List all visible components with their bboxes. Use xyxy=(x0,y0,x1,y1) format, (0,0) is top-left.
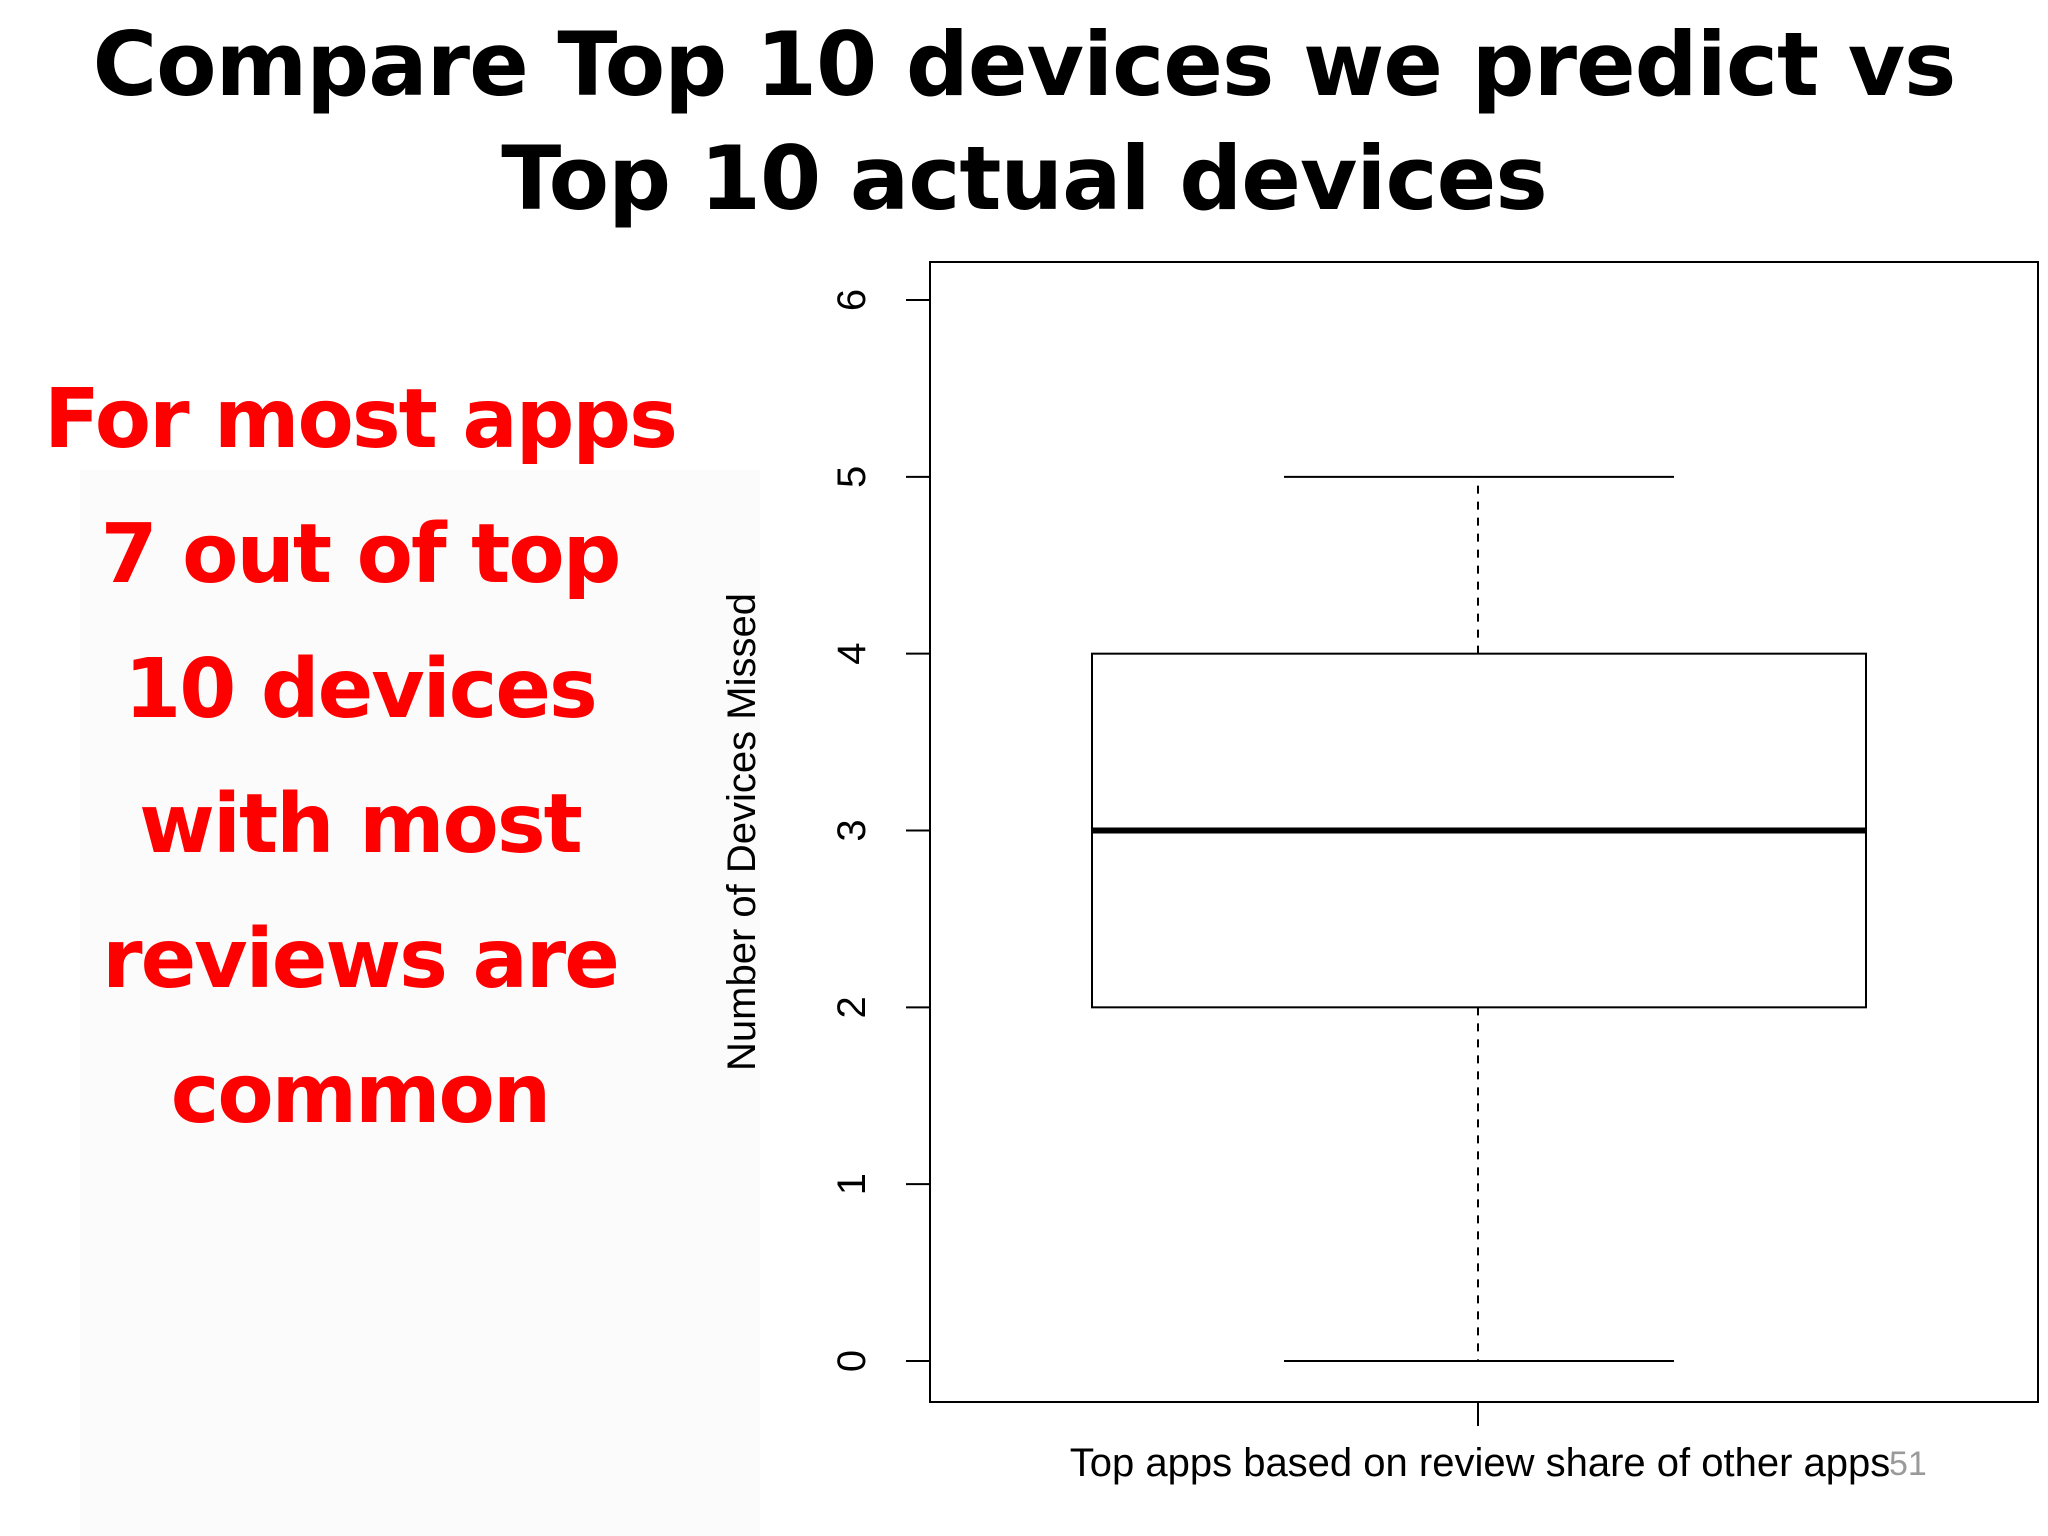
title-line-1: Compare Top 10 devices we predict vs xyxy=(92,13,1957,116)
box-group xyxy=(1091,475,1867,1362)
page-number: 51 xyxy=(1889,1445,1927,1483)
callout-line-4: with most xyxy=(139,777,583,872)
x-axis-label: Top apps based on review share of other … xyxy=(1070,1441,1891,1485)
y-tick-label: 3 xyxy=(830,819,874,841)
callout-background xyxy=(80,470,760,1536)
y-tick-label: 2 xyxy=(830,996,874,1018)
y-axis: 0 1 2 3 4 5 6 xyxy=(830,289,930,1372)
callout-line-1: For most apps xyxy=(44,372,678,467)
slide-title: Compare Top 10 devices we predict vs Top… xyxy=(0,8,2048,236)
callout-line-3: 10 devices xyxy=(124,642,598,737)
callout-text: For most apps 7 out of top 10 devices wi… xyxy=(20,352,700,1162)
callout-line-5: reviews are xyxy=(102,912,620,1007)
y-tick-label: 4 xyxy=(830,643,874,665)
y-tick-label: 5 xyxy=(830,466,874,488)
callout-line-2: 7 out of top xyxy=(100,507,622,602)
y-axis-label: Number of Devices Missed xyxy=(720,593,764,1071)
plot-frame xyxy=(929,261,2039,1403)
y-tick-label: 6 xyxy=(830,289,874,311)
title-line-2: Top 10 actual devices xyxy=(501,127,1547,230)
y-tick-label: 1 xyxy=(830,1173,874,1195)
callout-line-6: common xyxy=(170,1047,552,1142)
y-tick-label: 0 xyxy=(830,1350,874,1372)
